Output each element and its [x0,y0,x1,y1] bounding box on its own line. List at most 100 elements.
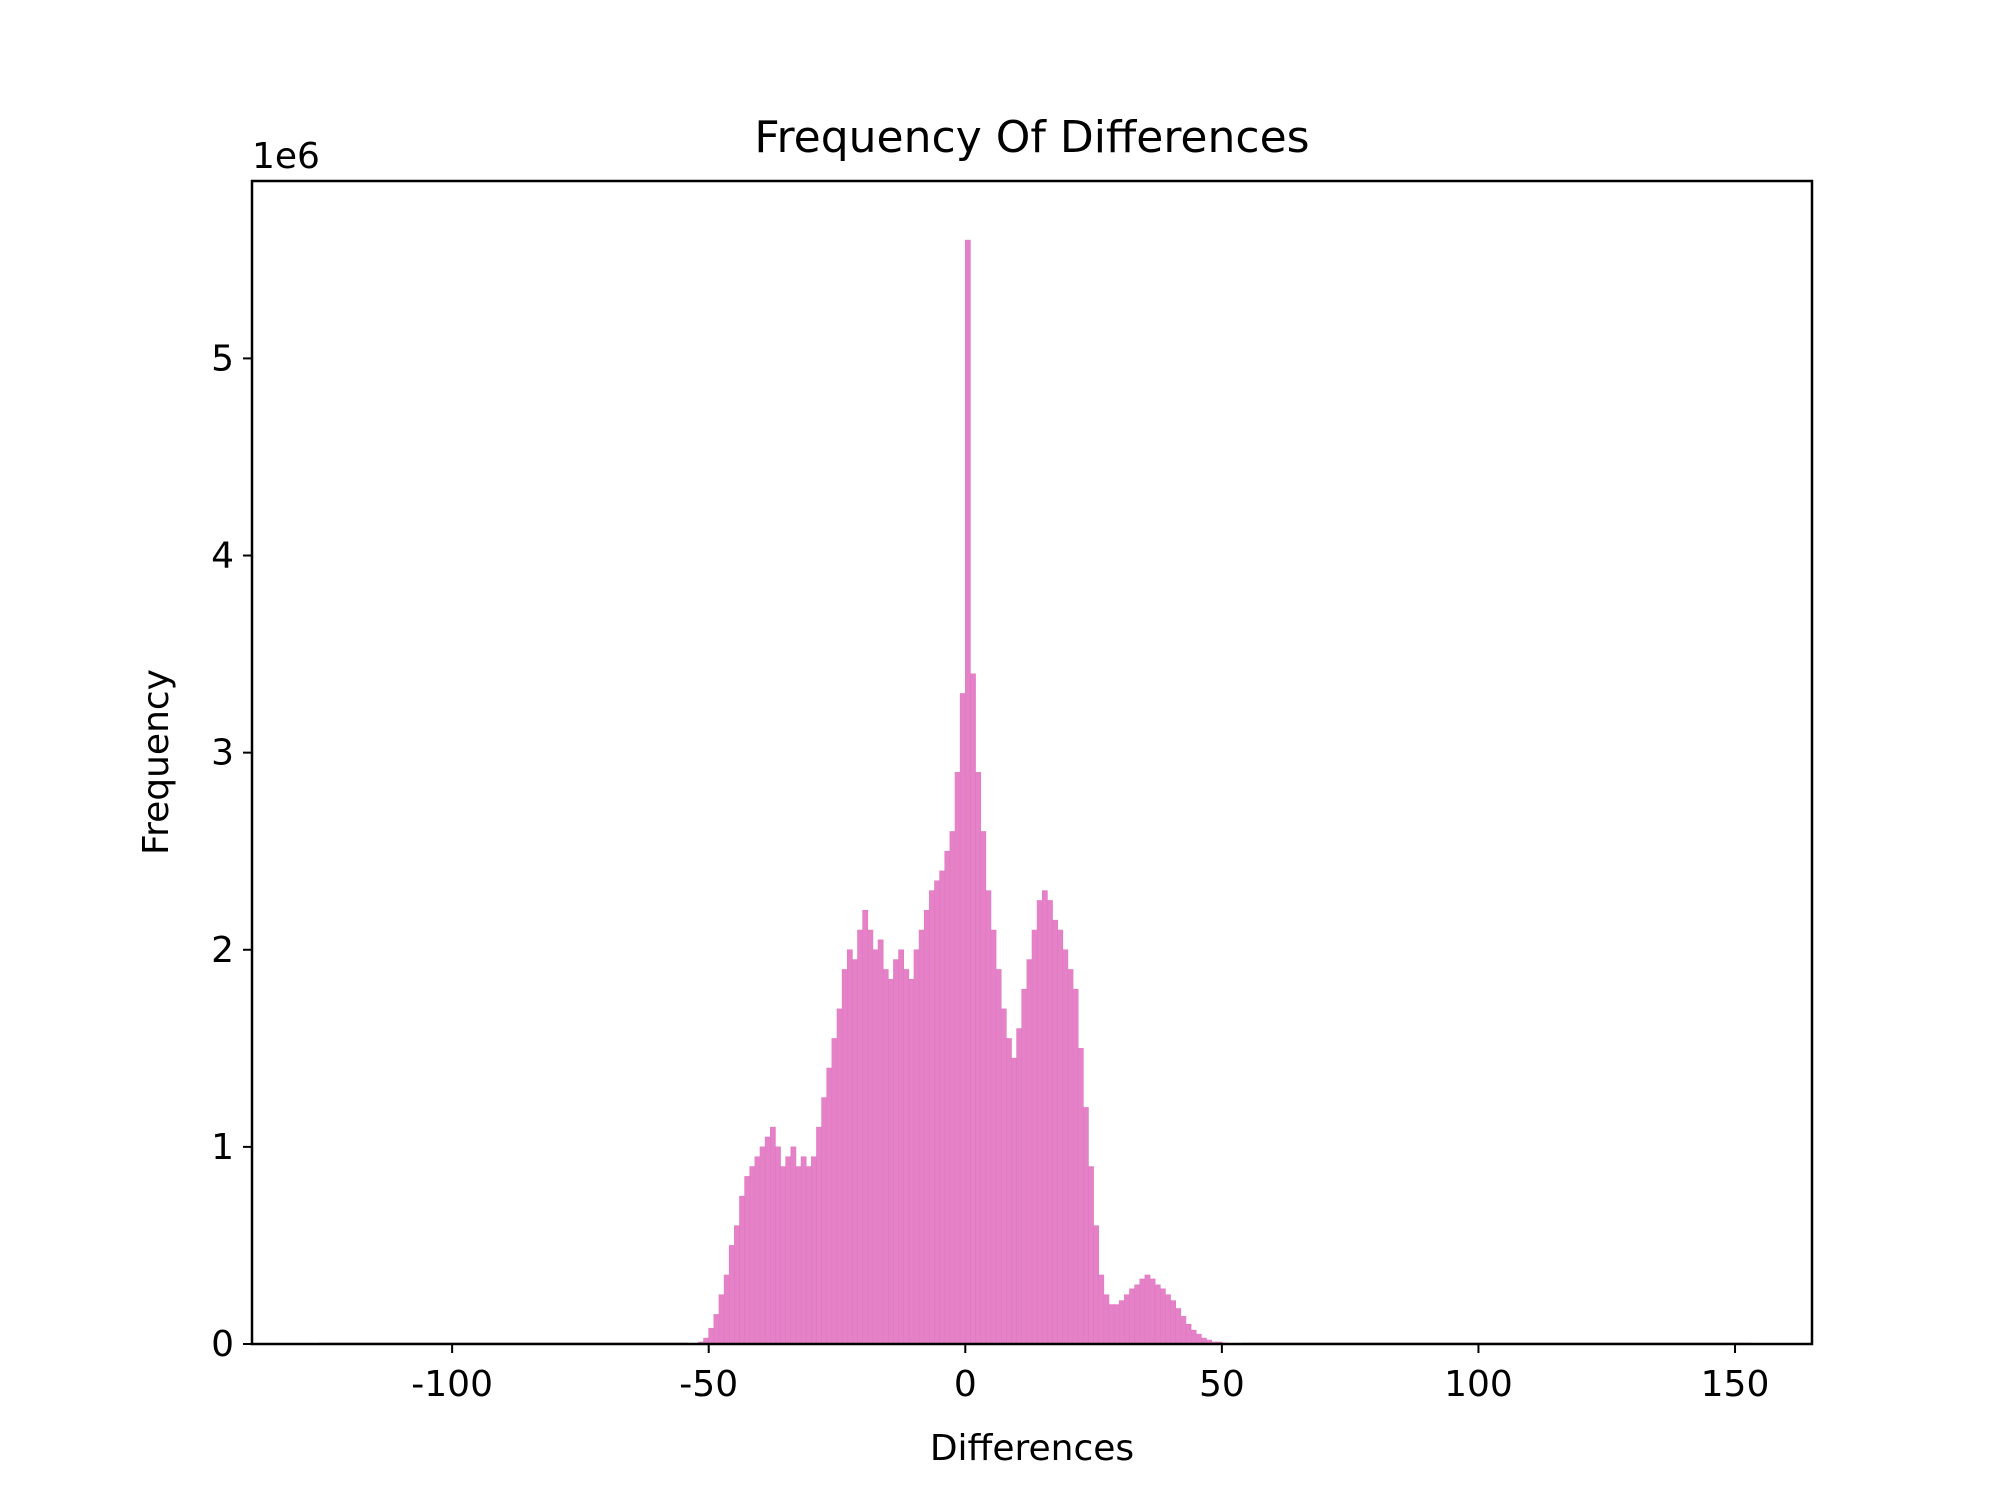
y-tick-label: 4 [211,536,234,577]
bar [1113,1304,1120,1345]
x-tick-label: -100 [411,1364,493,1405]
bar [1159,1288,1166,1345]
bar [1067,969,1074,1345]
bar [990,929,997,1345]
bar [857,929,863,1345]
bar [923,910,930,1345]
bar [959,693,966,1345]
bar [985,890,992,1345]
bar [882,969,889,1345]
bar [944,850,951,1345]
bar [1118,1300,1125,1345]
bar [975,772,981,1345]
bar [811,1156,817,1345]
bar [764,1136,771,1345]
bar [1103,1294,1110,1345]
bar [775,1146,781,1345]
bar [877,939,884,1345]
bar [954,772,961,1345]
bar [964,239,971,1345]
bar [995,969,1002,1345]
bar [718,1294,725,1345]
bar [898,949,905,1345]
bar [1036,900,1043,1345]
bar [1047,900,1053,1345]
x-tick-label: 0 [954,1364,977,1405]
bar [713,1314,720,1345]
bar [785,1156,792,1345]
bar [1185,1323,1192,1345]
y-axis-label: Frequency [136,669,177,855]
bar [734,1225,740,1345]
bar [723,1274,730,1345]
y-tick-label: 1 [211,1127,234,1168]
bar [1144,1274,1151,1345]
bar [1088,1166,1094,1345]
bar [1124,1294,1130,1345]
bar [893,959,899,1345]
bar [852,959,858,1345]
bar [754,1156,761,1345]
y-tick-label: 5 [211,338,234,379]
x-tick-label: -50 [679,1364,738,1405]
bar [1134,1284,1141,1345]
bar [980,831,987,1345]
chart-title: Frequency Of Differences [754,112,1309,163]
bar [1190,1329,1197,1345]
bar [780,1166,786,1345]
bar [872,949,879,1345]
y-offset-label: 1e6 [252,136,320,177]
y-tick-label: 2 [211,930,234,971]
bar [846,949,853,1345]
bar [1093,1225,1100,1345]
y-tick-label: 3 [211,733,234,774]
bar [1083,1107,1089,1345]
x-tick-label: 150 [1701,1364,1770,1405]
x-tick-label: 50 [1199,1364,1245,1405]
bar [939,870,946,1345]
bar [1149,1278,1156,1345]
bar [1011,1057,1017,1345]
bar [739,1195,745,1345]
bar [831,1038,838,1345]
bar [888,979,894,1345]
bar [918,929,925,1345]
bar [744,1176,751,1345]
bar [1170,1300,1176,1345]
bar [826,1067,833,1345]
bar [790,1146,797,1345]
bar [769,1126,776,1345]
bar [1052,919,1058,1345]
bar [795,1166,802,1345]
bar [759,1146,766,1345]
bar [800,1156,807,1345]
bar [1175,1308,1182,1345]
bar [821,1097,828,1345]
bar [934,880,940,1345]
bar [1154,1284,1161,1345]
bar [908,979,915,1345]
x-axis-label: Differences [930,1428,1134,1469]
bar [1180,1316,1187,1345]
bar [749,1166,756,1345]
bar [1041,890,1048,1345]
bar [1077,1048,1084,1345]
bar [1006,1038,1012,1345]
bar [1129,1288,1135,1345]
bar [1139,1278,1146,1345]
bar [1016,1028,1023,1345]
bar [1057,929,1064,1345]
bar [1031,929,1038,1345]
bar [841,969,848,1345]
bar [1165,1294,1171,1345]
plot-frame [250,179,1814,1346]
bar [913,949,920,1345]
bar [862,910,869,1345]
bar [1098,1274,1105,1345]
bar [816,1126,822,1345]
bar [929,890,935,1345]
bar [867,929,874,1345]
bar [1195,1333,1202,1345]
